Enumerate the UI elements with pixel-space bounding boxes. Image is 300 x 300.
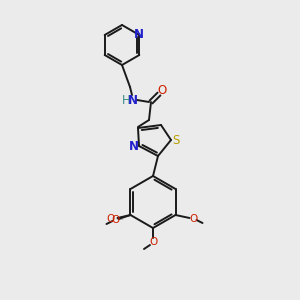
Text: N: N xyxy=(134,28,144,41)
Text: O: O xyxy=(149,237,157,247)
Text: methoxy: methoxy xyxy=(118,218,124,220)
Text: N: N xyxy=(129,140,139,152)
Text: O: O xyxy=(189,214,198,224)
Text: O: O xyxy=(106,214,115,224)
Text: O: O xyxy=(158,85,166,98)
Text: N: N xyxy=(128,94,138,106)
Text: S: S xyxy=(172,134,180,146)
Text: O: O xyxy=(111,215,120,225)
Text: H: H xyxy=(122,94,130,106)
